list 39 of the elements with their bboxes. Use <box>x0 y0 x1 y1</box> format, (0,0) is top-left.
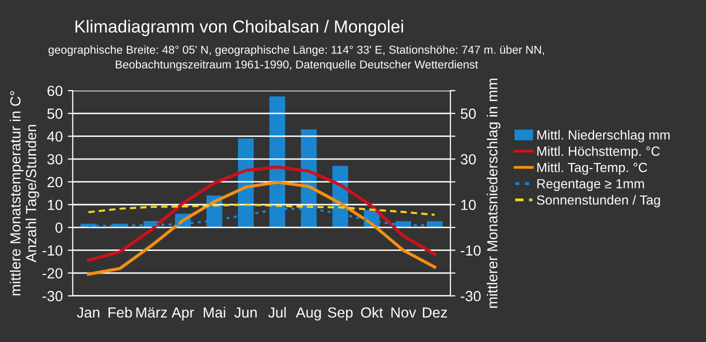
line-series <box>86 165 436 262</box>
y-tick-label: 30 <box>47 154 62 164</box>
y-tick-label: -20 <box>42 268 62 278</box>
x-tick-label: Jun <box>234 307 257 318</box>
chart-title: Klimadiagramm von Choibalsan / Mongolei <box>76 20 403 36</box>
y-tick-label: 20 <box>48 176 62 188</box>
legend-label: Sonnenstunden / Tag <box>536 194 660 208</box>
x-tick-label: Okt <box>361 306 383 318</box>
y2-tick-label: -30 <box>460 290 481 302</box>
legend-label: Regentage ≥ 1mm <box>537 179 644 192</box>
y2-tick-label: 50 <box>460 108 476 119</box>
x-tick-label: Feb <box>108 306 132 318</box>
y-tick-label: 40 <box>47 131 62 142</box>
y2-tick-label: 10 <box>461 200 476 210</box>
y2-tick-label: -10 <box>460 245 481 256</box>
x-tick-label: Aug <box>296 307 321 321</box>
x-tick-label: Nov <box>391 307 416 318</box>
y-tick-label: 0 <box>55 222 62 233</box>
x-tick-label: Apr <box>172 307 194 321</box>
x-tick-label: Sep <box>328 307 353 321</box>
x-tick-label: Dez <box>422 307 447 318</box>
y-tick-label: 50 <box>47 108 62 119</box>
legend-label: Mittl. Niederschlag mm <box>537 130 670 142</box>
y-tick-label: 10 <box>48 200 62 210</box>
line-series <box>86 180 436 276</box>
legend-label: Mittl. Tag-Temp. °C <box>537 162 648 175</box>
y2-axis-title: mittlerer Monatsniederschlag in mm <box>486 78 500 308</box>
x-tick-label: März <box>136 307 167 318</box>
y-tick-label: -10 <box>42 245 62 256</box>
y-axis-title: mittlere Monatstemperatur in C° Anzahl Tage/Stunden <box>10 91 40 296</box>
y-tick-label: 60 <box>48 86 62 96</box>
line-series <box>87 204 436 216</box>
y2-tick-label: 30 <box>460 154 476 164</box>
x-tick-label: Mai <box>204 306 226 318</box>
x-tick-label: Jan <box>76 307 100 318</box>
legend-label: Mittl. Höchsttemp. °C <box>537 146 660 158</box>
chart-subtitle: geographische Breite: 48° 05' N, geographische Länge: 114° 33' E, Stationshöhe: 747 m. über NN, Beobachtungszeitraum 1961-1990, Datenquelle Deutscher Wetterdienst <box>48 45 544 71</box>
y-tick-label: -30 <box>42 290 62 302</box>
x-tick-label: Jul <box>268 306 286 318</box>
